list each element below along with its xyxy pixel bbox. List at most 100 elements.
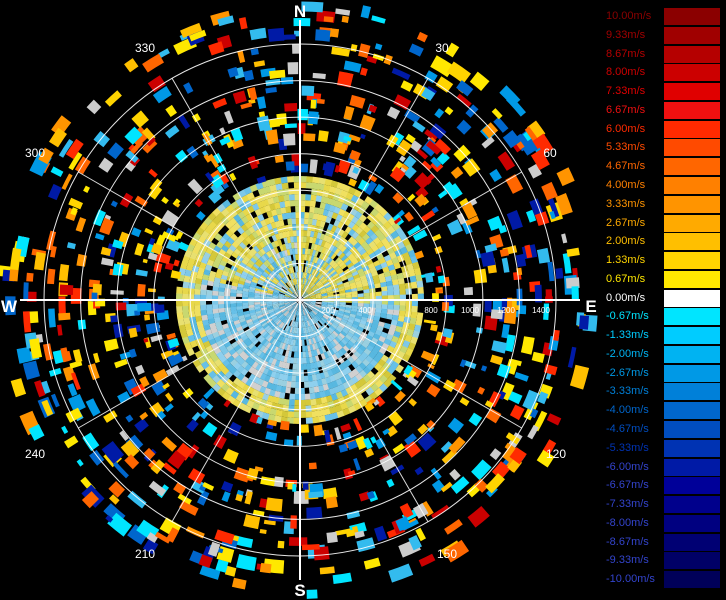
- legend-swatch: [664, 26, 720, 44]
- compass-north-label: N: [294, 2, 306, 21]
- legend-row: -2.67m/s: [604, 364, 722, 382]
- legend-row: 8.00m/s: [604, 64, 722, 82]
- legend-swatch: [664, 139, 720, 157]
- range-tick-200: 200: [321, 306, 335, 315]
- range-tick-1200: 1200: [497, 306, 515, 315]
- legend-swatch: [664, 83, 720, 101]
- legend-row: -5.33m/s: [604, 439, 722, 457]
- legend-row: -4.00m/s: [604, 402, 722, 420]
- legend-row: 5.33m/s: [604, 139, 722, 157]
- legend-label: 4.00m/s: [606, 178, 646, 191]
- legend-label: -6.67m/s: [606, 479, 649, 492]
- legend-label: 6.00m/s: [606, 122, 646, 135]
- legend-swatch: [664, 252, 720, 270]
- azimuth-label-330: 330: [135, 41, 155, 55]
- legend-swatch: [664, 176, 720, 194]
- range-tick-1000: 1000: [461, 306, 479, 315]
- legend-row: -6.67m/s: [604, 477, 722, 495]
- legend-swatch: [664, 195, 720, 213]
- legend-row: 4.67m/s: [604, 158, 722, 176]
- legend-swatch: [664, 45, 720, 63]
- legend-swatch: [664, 496, 720, 514]
- legend-label: 5.33m/s: [606, 141, 646, 154]
- legend-swatch: [664, 421, 720, 439]
- legend-label: 7.33m/s: [606, 85, 646, 98]
- legend-row: 6.67m/s: [604, 101, 722, 119]
- polar-plot: N E S W 30 60 120 150 210 240 300 330 20…: [0, 1, 598, 600]
- legend-swatch: [664, 345, 720, 363]
- range-tick-400: 400: [358, 306, 372, 315]
- legend-label: 0.67m/s: [606, 272, 646, 285]
- azimuth-label-150: 150: [437, 547, 457, 561]
- legend-swatch: [664, 439, 720, 457]
- compass-east-label: E: [585, 297, 596, 316]
- range-tick-800: 800: [424, 306, 438, 315]
- legend-label: 2.67m/s: [606, 216, 646, 229]
- legend-row: -1.33m/s: [604, 327, 722, 345]
- velocity-color-legend: 10.00m/s 9.33m/s 8.67m/s 8.00m/s 7.33m/s 6.67…: [604, 8, 722, 590]
- legend-swatch: [664, 289, 720, 307]
- legend-label: -1.33m/s: [606, 329, 649, 342]
- legend-row: 6.00m/s: [604, 120, 722, 138]
- legend-swatch: [664, 383, 720, 401]
- legend-row: 1.33m/s: [604, 252, 722, 270]
- legend-swatch: [664, 477, 720, 495]
- legend-row: 0.67m/s: [604, 270, 722, 288]
- legend-swatch: [664, 327, 720, 345]
- legend-label: 8.00m/s: [606, 66, 646, 79]
- legend-row: 4.00m/s: [604, 176, 722, 194]
- legend-swatch: [664, 458, 720, 476]
- legend-label: -5.33m/s: [606, 441, 649, 454]
- legend-label: -10.00m/s: [606, 573, 655, 586]
- legend-label: 8.67m/s: [606, 47, 646, 60]
- legend-label: -4.00m/s: [606, 404, 649, 417]
- azimuth-label-120: 120: [546, 447, 566, 461]
- legend-row: -0.67m/s: [604, 308, 722, 326]
- compass-west-label: W: [1, 297, 18, 316]
- legend-label: 2.00m/s: [606, 235, 646, 248]
- legend-row: -2.00m/s: [604, 345, 722, 363]
- azimuth-label-300: 300: [25, 146, 45, 160]
- legend-swatch: [664, 158, 720, 176]
- legend-row: -9.33m/s: [604, 552, 722, 570]
- legend-label: 10.00m/s: [606, 10, 652, 22]
- legend-label: 0.00m/s: [606, 291, 646, 304]
- legend-row: -6.00m/s: [604, 458, 722, 476]
- azimuth-label-30: 30: [435, 41, 449, 55]
- legend-label: -9.33m/s: [606, 554, 649, 567]
- azimuth-label-60: 60: [543, 146, 557, 160]
- legend-row: 9.33m/s: [604, 26, 722, 44]
- legend-label: 1.33m/s: [606, 254, 646, 267]
- legend-label: -7.33m/s: [606, 498, 649, 511]
- legend-row: 2.00m/s: [604, 233, 722, 251]
- legend-row: 7.33m/s: [604, 83, 722, 101]
- legend-swatch: [664, 8, 720, 25]
- compass-south-label: S: [294, 581, 305, 600]
- legend-label: 9.33m/s: [606, 28, 646, 41]
- legend-row: 0.00m/s: [604, 289, 722, 307]
- legend-label: 3.33m/s: [606, 197, 646, 210]
- legend-swatch: [664, 402, 720, 420]
- legend-label: -4.67m/s: [606, 423, 649, 436]
- legend-row: -8.00m/s: [604, 514, 722, 532]
- legend-swatch: [664, 364, 720, 382]
- legend-row: 10.00m/s: [604, 8, 722, 25]
- legend-swatch: [664, 214, 720, 232]
- legend-swatch: [664, 308, 720, 326]
- legend-swatch: [664, 120, 720, 138]
- azimuth-label-210: 210: [135, 547, 155, 561]
- legend-swatch: [664, 533, 720, 551]
- polar-labels: N E S W 30 60 120 150 210 240 300 330 20…: [1, 2, 597, 600]
- legend-swatch: [664, 64, 720, 82]
- legend-row: 2.67m/s: [604, 214, 722, 232]
- legend-row: -4.67m/s: [604, 421, 722, 439]
- legend-row: -7.33m/s: [604, 496, 722, 514]
- legend-label: -6.00m/s: [606, 460, 649, 473]
- radar-origin-marker: [294, 294, 306, 306]
- polar-grid: [20, 20, 580, 580]
- azimuth-label-240: 240: [25, 447, 45, 461]
- legend-swatch: [664, 552, 720, 570]
- legend-row: -8.67m/s: [604, 533, 722, 551]
- legend-swatch: [664, 270, 720, 288]
